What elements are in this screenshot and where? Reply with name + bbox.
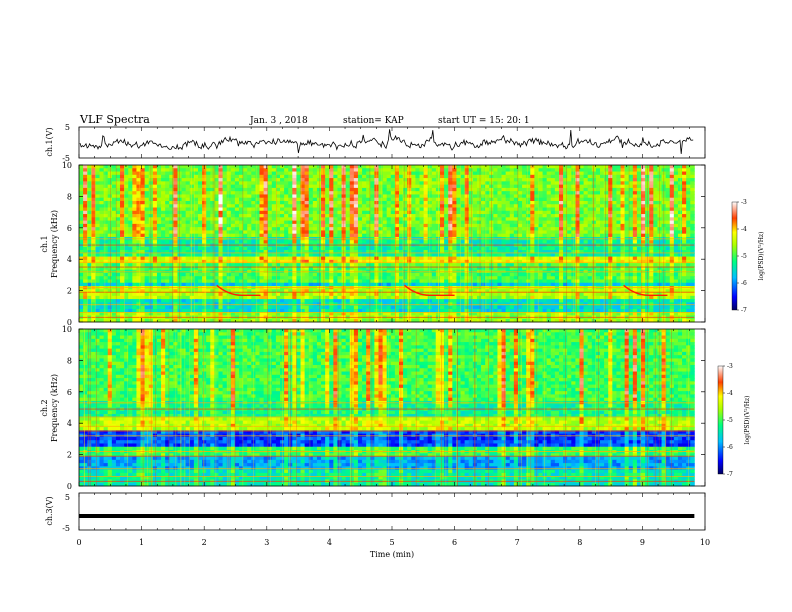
ch1-colorbar-tick: -3 (741, 199, 747, 206)
ch2-colorbar-tick: -7 (727, 471, 733, 478)
ch1-frame (78, 126, 706, 159)
ch1-spec-ylabel-frequency: Frequency (kHz) (50, 210, 59, 278)
ch1-spec-ytick: 8 (67, 192, 72, 201)
date-label: Jan. 3 , 2018 (249, 116, 308, 126)
ch1-ylabel: ch.1(V) (45, 127, 54, 156)
x-tick-label: 1 (139, 538, 144, 547)
x-tick-label: 7 (515, 538, 520, 547)
ch1-colorbar-label: log(PSD)(V²/Hz) (758, 232, 765, 281)
ch1-colorbar-tick: -4 (741, 226, 747, 233)
ch2-colorbar-tick: -5 (727, 417, 733, 424)
ch1-colorbar-tick: -6 (741, 280, 747, 287)
ch3-ytick-top: 5 (65, 493, 70, 502)
ch2-spec-ytick: 4 (67, 419, 72, 428)
ch2-spec-ytick: 6 (67, 388, 72, 397)
x-tick-label: 0 (76, 538, 81, 547)
ch1-spec-ytick: 6 (67, 224, 72, 233)
ch2-spec-ytick: 10 (62, 325, 72, 334)
x-tick-label: 4 (327, 538, 332, 547)
x-tick-label: 10 (700, 538, 710, 547)
ch1-colorbar (731, 201, 738, 311)
ch2-spectrogram-image (79, 329, 695, 487)
ch1-ytick-bottom: -5 (62, 154, 70, 163)
ch1-spec-ytick: 10 (62, 161, 72, 170)
ch2-colorbar-tick: -6 (727, 444, 733, 451)
ch2-spec-ylabel-channel: ch.2 (40, 399, 49, 416)
x-tick-label: 8 (577, 538, 582, 547)
ch3-frame (78, 492, 706, 531)
x-tick-label: 9 (640, 538, 645, 547)
ch1-ytick-top: 5 (65, 123, 70, 132)
start-time-label: start UT = 15: 20: 1 (438, 116, 530, 126)
x-tick-label: 5 (389, 538, 394, 547)
ch1-spec-ytick: 4 (67, 255, 72, 264)
ch1-spec-ylabel-channel: ch.1 (40, 235, 49, 252)
ch1-colorbar-tick: -7 (741, 307, 747, 314)
ch2-spec-ylabel-frequency: Frequency (kHz) (50, 374, 59, 442)
ch2-colorbar-tick: -4 (727, 390, 733, 397)
ch2-spec-ytick: 2 (67, 451, 72, 460)
ch3-ytick-bottom: -5 (62, 524, 70, 533)
ch1-spec-ytick: 0 (67, 318, 72, 327)
x-tick-label: 3 (264, 538, 269, 547)
ch1-spectrogram-image (79, 165, 695, 323)
x-axis-label: Time (min) (370, 550, 414, 559)
x-tick-label: 6 (452, 538, 457, 547)
ch1-waveform-line (79, 129, 694, 154)
ch2-colorbar-tick: -3 (727, 363, 733, 370)
x-tick-label: 2 (202, 538, 207, 547)
ch3-panel: 5 -5 ch.3(V) 0 1 2 3 4 5 6 7 8 9 10 Time (min) (45, 492, 710, 559)
ch1-spec-ytick: 2 (67, 287, 72, 296)
ch2-spec-ytick: 8 (67, 356, 72, 365)
ch2-colorbar (717, 365, 724, 475)
ch2-spec-ytick: 0 (67, 482, 72, 491)
ch2-colorbar-label: log(PSD)(V²/Hz) (744, 396, 751, 445)
ch1-colorbar-tick: -5 (741, 253, 747, 260)
figure-title: VLF Spectra (79, 113, 150, 126)
station-label: station= KAP (343, 116, 404, 126)
ch3-ylabel: ch.3(V) (45, 496, 54, 525)
ch1-waveform-panel: 5 -5 ch.1(V) (45, 123, 706, 163)
